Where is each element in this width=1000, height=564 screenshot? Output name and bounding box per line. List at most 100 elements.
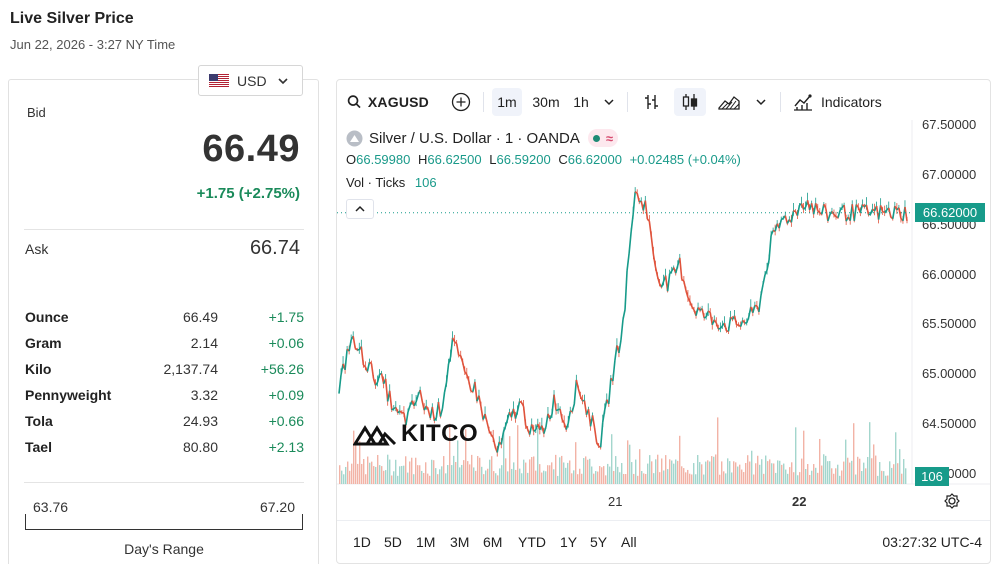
volume-bar <box>559 457 561 484</box>
last-price-tag: 66.62000 <box>915 203 985 222</box>
range-selector-bar: 1D 5D 1M 3M 6M YTD 1Y 5Y All 03:27:32 UT… <box>337 520 990 563</box>
volume-bar <box>501 465 503 484</box>
unit-price: 2,137.74 <box>163 361 219 377</box>
volume-bar <box>769 459 771 484</box>
volume-bar <box>521 473 523 484</box>
volume-bar <box>775 472 777 484</box>
high-label: H <box>417 152 428 167</box>
volume-bar <box>591 466 593 484</box>
range-6m-button[interactable]: 6M <box>483 534 503 550</box>
volume-bar <box>703 474 705 484</box>
currency-select[interactable]: USD <box>198 65 303 96</box>
range-1y-button[interactable]: 1Y <box>560 534 578 550</box>
interval-1m[interactable]: 1m <box>492 88 522 116</box>
volume-bar <box>745 462 747 484</box>
volume-bar <box>463 460 465 484</box>
volume-bar <box>649 455 651 484</box>
price-candle <box>441 392 446 409</box>
volume-bar <box>657 454 659 484</box>
volume-bar <box>699 462 701 484</box>
unit-change: +0.66 <box>268 413 304 429</box>
volume-bar <box>397 475 399 484</box>
price-chart[interactable] <box>337 80 991 564</box>
volume-bar <box>499 468 501 484</box>
range-all-button[interactable]: All <box>621 534 637 550</box>
range-1d-button[interactable]: 1D <box>353 534 371 550</box>
chart-style-dropdown[interactable] <box>751 88 771 116</box>
volume-bar <box>381 466 383 484</box>
volume-bar <box>713 456 715 484</box>
range-5y-button[interactable]: 5Y <box>590 534 608 550</box>
range-ytd-button[interactable]: YTD <box>518 534 546 550</box>
bar-style-button[interactable] <box>637 88 667 116</box>
price-candle <box>344 349 348 370</box>
page-datetime: Jun 22, 2026 - 3:27 NY Time <box>10 37 176 52</box>
interval-1h[interactable]: 1h <box>569 88 593 116</box>
volume-bar <box>617 466 619 484</box>
volume-bar <box>377 454 379 484</box>
interval-30m[interactable]: 30m <box>527 88 565 116</box>
candles-icon <box>682 94 698 110</box>
volume-bar <box>687 469 689 484</box>
price-candle <box>626 253 630 271</box>
volume-label: Vol · Ticks <box>346 175 406 190</box>
interval-dropdown[interactable] <box>599 88 619 116</box>
market-status-badge[interactable]: ≈ <box>587 129 619 147</box>
volume-bar <box>569 460 571 484</box>
volume-bar <box>407 472 409 484</box>
volume-bar <box>711 456 713 484</box>
volume-bar <box>543 470 545 484</box>
volume-bar <box>477 456 479 484</box>
volume-bar <box>343 474 345 484</box>
compare-button[interactable] <box>447 88 475 116</box>
toolbar-separator <box>483 92 484 112</box>
chevron-up-icon <box>355 205 365 212</box>
volume-bar <box>517 425 519 484</box>
range-1m-button[interactable]: 1M <box>416 534 436 550</box>
price-tick-label: 64.50000 <box>922 416 977 432</box>
area-style-button[interactable] <box>713 88 745 116</box>
range-5d-button[interactable]: 5D <box>384 534 402 550</box>
x-tick-label: 22 <box>792 494 807 509</box>
volume-bar <box>875 455 877 484</box>
price-candle <box>821 204 825 215</box>
currency-value: USD <box>237 72 267 89</box>
candles-style-button[interactable] <box>674 88 706 116</box>
volume-bar <box>669 459 671 484</box>
volume-bar <box>493 471 495 484</box>
volume-bar <box>867 456 869 484</box>
volume-bar <box>469 464 471 484</box>
chart-legend-volume: Vol · Ticks 106 <box>346 175 437 190</box>
volume-bar <box>831 468 833 484</box>
volume-bar <box>625 474 627 484</box>
indicators-button[interactable]: Indicators <box>792 88 892 116</box>
volume-bar <box>385 470 387 484</box>
price-tick-label: 67.00000 <box>922 166 977 182</box>
volume-bar <box>523 459 525 484</box>
volume-bar <box>871 458 873 484</box>
volume-bar <box>447 465 449 484</box>
legend-collapse-button[interactable] <box>346 199 374 219</box>
settings-icon[interactable] <box>943 492 961 510</box>
volume-bar <box>585 456 587 484</box>
symbol-search[interactable]: XAGUSD <box>345 88 429 116</box>
volume-bar <box>679 435 681 484</box>
volume-bar <box>811 470 813 484</box>
table-row: Tael 80.80 +2.13 <box>25 434 304 460</box>
volume-bar <box>587 459 589 484</box>
volume-bar <box>481 466 483 484</box>
volume-bar <box>449 423 451 484</box>
volume-bar <box>783 463 785 484</box>
price-candle <box>796 205 801 216</box>
volume-bar <box>897 463 899 484</box>
volume-bar <box>781 464 783 484</box>
volume-bar <box>749 461 751 484</box>
volume-bar <box>647 463 649 484</box>
volume-bar <box>505 458 507 484</box>
volume-bar <box>779 460 781 484</box>
volume-bar <box>751 450 753 484</box>
page-title: Live Silver Price <box>10 10 134 27</box>
volume-bar <box>641 471 643 484</box>
range-3m-button[interactable]: 3M <box>450 534 470 550</box>
volume-bar <box>757 455 759 484</box>
